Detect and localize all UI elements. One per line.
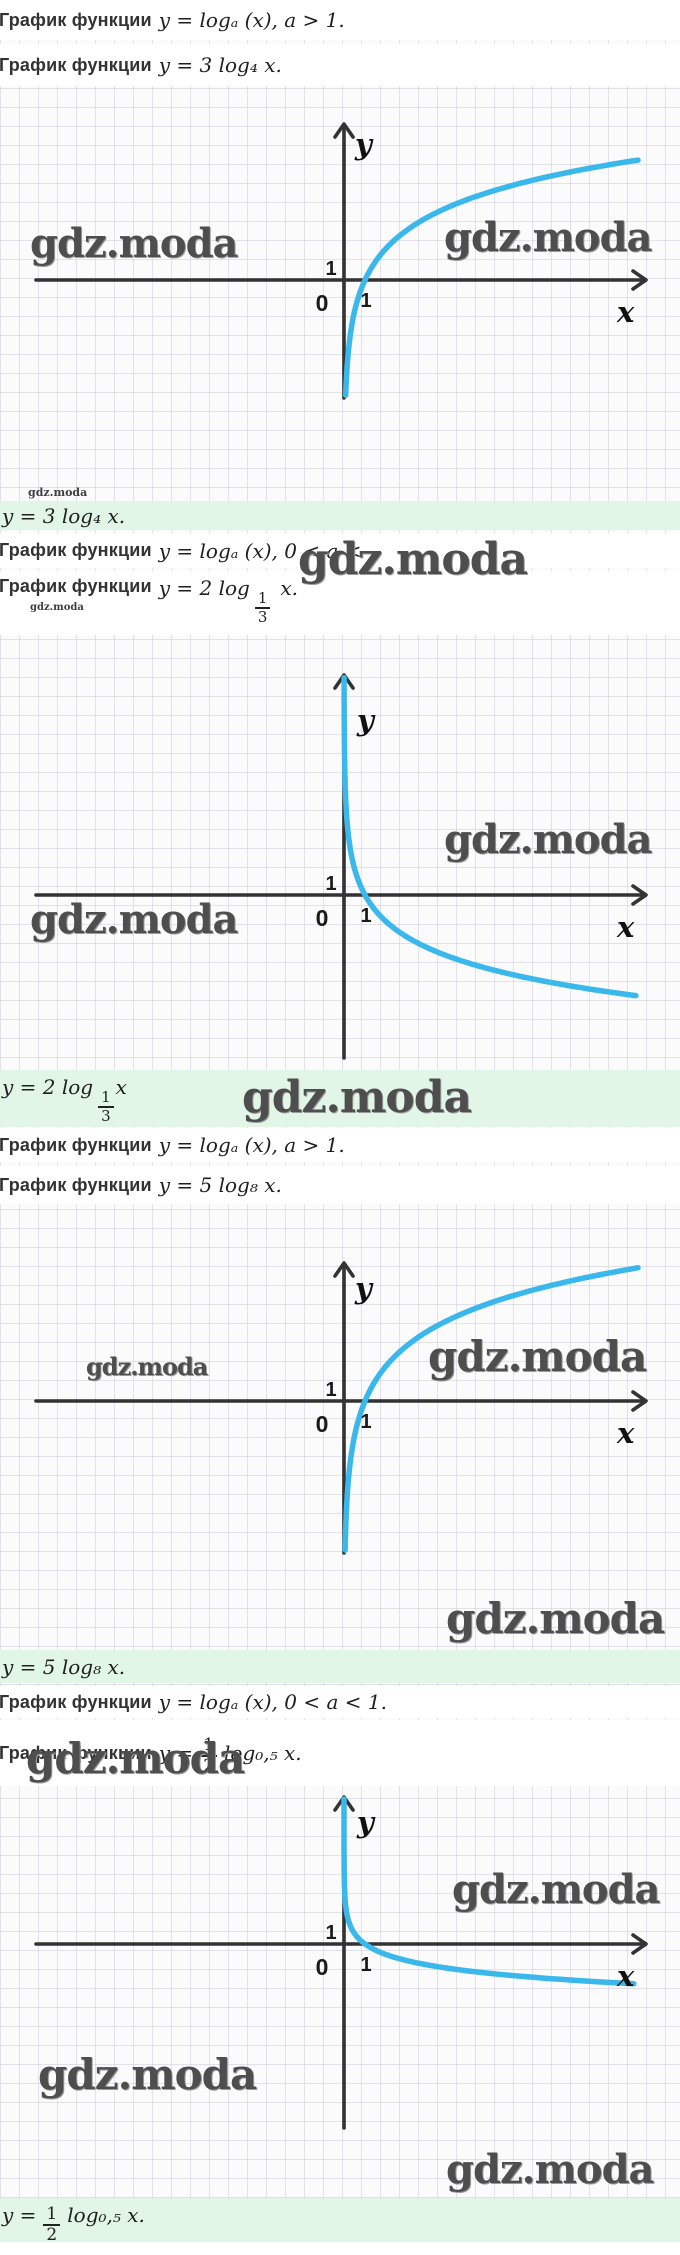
y-tick-label: 1 — [325, 1922, 336, 1944]
math-expression: y = logₐ (x), 0 < a < — [158, 538, 362, 563]
watermark: gdz.moda — [444, 214, 652, 261]
text-row-f: График функции y = 5 log₈ x. — [0, 1166, 680, 1204]
function-caption: График функции — [0, 54, 152, 75]
y-tick-label: 1 — [325, 258, 336, 280]
y-axis-arrow — [333, 122, 355, 139]
math-expression: y = 2 log — [158, 576, 250, 600]
watermark: gdz.moda — [452, 1866, 660, 1913]
origin-label: 0 — [316, 290, 329, 316]
graph-log-increasing-base4: y x 0 1 1 — [34, 122, 648, 400]
y-axis-label: y — [356, 703, 376, 737]
x-tick-label: 1 — [360, 905, 371, 927]
text-row-a: График функции y = logₐ (x), a > 1. — [0, 0, 680, 40]
watermark: gdz.moda — [30, 896, 238, 943]
x-tick-label: 1 — [360, 290, 371, 312]
y-axis-label: y — [354, 127, 374, 161]
text-row-g: График функции y = logₐ (x), 0 < a < 1. — [0, 1686, 680, 1718]
math-expression: y = 5 log₈ x. — [2, 1654, 126, 1679]
watermark: gdz.moda — [242, 1072, 472, 1123]
x-axis-label: x — [616, 1959, 635, 1993]
origin-label: 0 — [316, 1411, 329, 1437]
math-expression: y = 3 log₄ x. — [2, 503, 126, 528]
watermark: gdz.moda — [444, 816, 652, 863]
math-expression: y = 5 log₈ x. — [158, 1173, 282, 1197]
highlight-band-1: y = 3 log₄ x. — [0, 501, 680, 530]
math-expression: y = — [2, 2203, 37, 2227]
origin-label: 0 — [316, 905, 329, 931]
log-curve — [342, 1264, 641, 1553]
function-caption: График функции — [0, 1742, 152, 1763]
function-caption: График функции — [0, 576, 152, 596]
text-row-e: График функции y = logₐ (x), a > 1. — [0, 1128, 680, 1162]
watermark: gdz.moda — [26, 1734, 245, 1783]
text-row-c: График функции y = logₐ (x), 0 < a < — [0, 533, 680, 568]
function-caption: График функции — [0, 9, 152, 30]
x-axis-arrow — [631, 1933, 648, 1955]
function-caption: График функции — [0, 540, 152, 560]
graph-log-decreasing-base1-3: y x 0 1 1 — [34, 673, 648, 1060]
math-expression: y = 2 log — [2, 1075, 94, 1099]
math-expression: log₀,₅ x. — [67, 2203, 145, 2227]
bottom-white-row — [0, 2242, 680, 2255]
math-expression: y = — [158, 1741, 194, 1765]
x-axis-label: x — [616, 1416, 635, 1450]
x-axis-arrow — [631, 884, 648, 906]
math-expression: x — [115, 1075, 127, 1099]
watermark: gdz.moda — [28, 486, 88, 499]
watermark: gdz.moda — [38, 2050, 257, 2099]
math-expression: log₀,₅ x. — [224, 1741, 302, 1765]
log-curve — [341, 1796, 637, 1987]
y-tick-label: 1 — [325, 873, 336, 895]
function-caption: График функции — [0, 1174, 152, 1195]
y-tick-label: 1 — [325, 1379, 336, 1401]
highlight-band-3: y = 5 log₈ x. — [0, 1650, 680, 1683]
function-caption: График функции — [0, 1691, 152, 1712]
watermark: gdz.moda — [298, 534, 528, 585]
x-axis-arrow — [631, 269, 648, 291]
math-expression: y = 3 log₄ x. — [158, 53, 282, 77]
math-expression: x. — [280, 576, 299, 600]
math-expression: y = logₐ (x), a > 1. — [158, 8, 345, 32]
watermark: gdz.moda — [30, 220, 238, 267]
function-caption: График функции — [0, 1134, 152, 1155]
watermark: gdz.moda — [446, 2146, 654, 2193]
y-axis-label: y — [356, 1805, 376, 1839]
math-expression: y = logₐ (x), a > 1. — [158, 1133, 345, 1157]
watermark: gdz.moda — [86, 1352, 208, 1381]
log-curve — [341, 674, 639, 999]
y-axis-arrow — [333, 1261, 355, 1278]
x-tick-label: 1 — [360, 1954, 371, 1976]
graph-log-increasing-base8: y x 0 1 1 — [34, 1261, 648, 1555]
watermark: gdz.moda — [30, 602, 84, 613]
graph-log-decreasing-base0-5: y x 0 1 1 — [34, 1795, 648, 2130]
watermark: gdz.moda — [446, 1594, 665, 1643]
x-axis-label: x — [616, 910, 635, 944]
x-axis-label: x — [616, 295, 635, 329]
log-curve — [342, 157, 641, 398]
y-axis-label: y — [354, 1271, 374, 1305]
x-axis-arrow — [631, 1390, 648, 1412]
origin-label: 0 — [316, 1954, 329, 1980]
x-tick-label: 1 — [360, 1411, 371, 1433]
watermark: gdz.moda — [428, 1332, 647, 1381]
math-expression: y = logₐ (x), 0 < a < 1. — [158, 1690, 387, 1714]
text-row-b: График функции y = 3 log₄ x. — [0, 44, 680, 86]
